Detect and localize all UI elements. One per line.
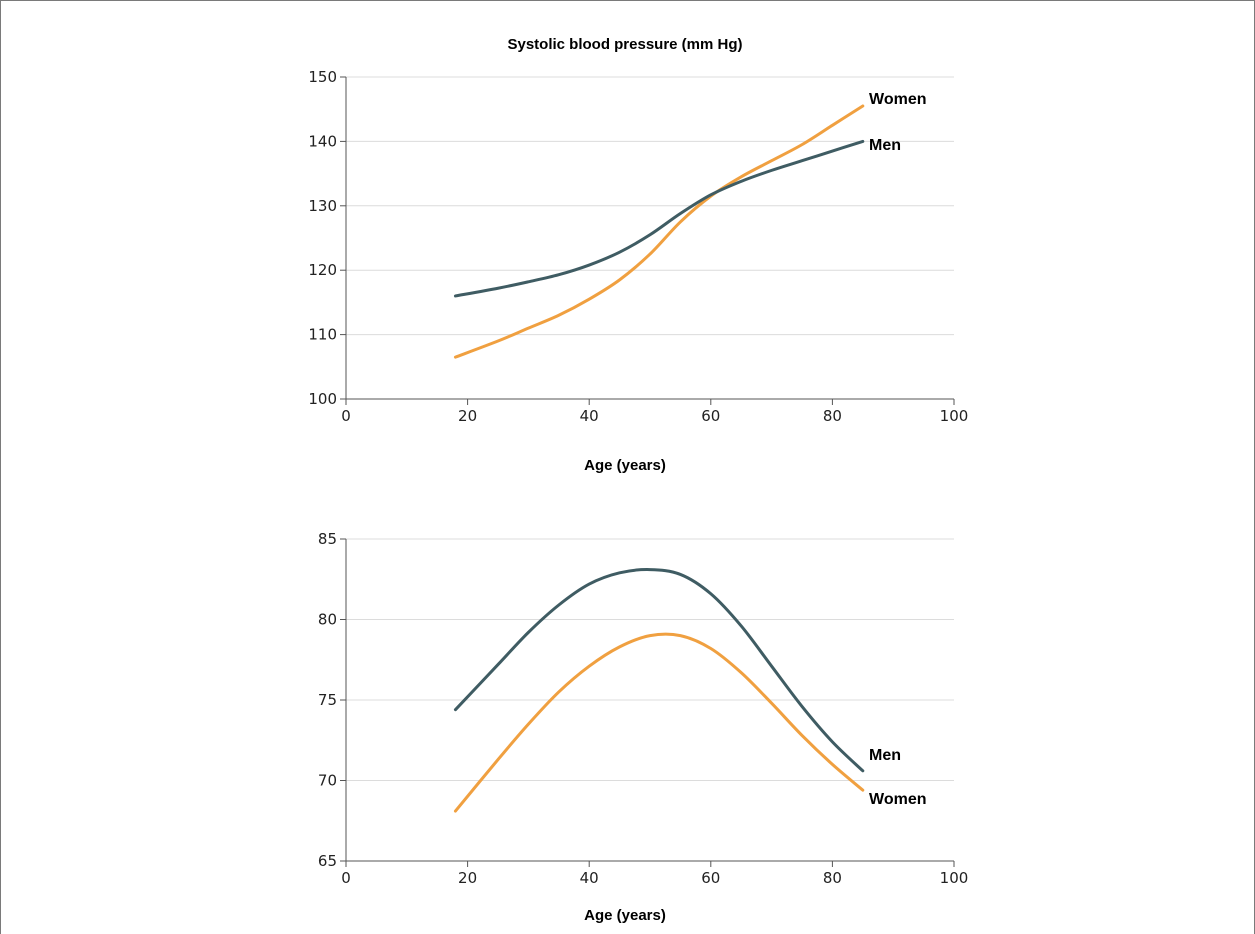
x-tick-label: 0: [341, 869, 351, 887]
y-tick-label: 140: [308, 132, 337, 150]
series-label-women: Women: [869, 791, 926, 808]
y-tick-label: 100: [308, 390, 337, 408]
x-tick-label: 100: [940, 407, 969, 425]
x-tick-label: 0: [341, 407, 351, 425]
y-tick-label: 130: [308, 197, 337, 215]
x-tick-label: 40: [580, 869, 599, 887]
series-label-men: Men: [869, 137, 901, 154]
x-tick-label: 80: [823, 407, 842, 425]
series-label-men: Men: [869, 747, 901, 764]
y-tick-label: 80: [318, 611, 337, 629]
chart-panel-2: 65 70 75 80 85 0 20 40 60 80 100 Age (years) Men Wome…: [318, 530, 968, 924]
y-tick-label: 75: [318, 691, 337, 709]
x-tick-label: 80: [823, 869, 842, 887]
x-tick-label: 20: [458, 407, 477, 425]
chart-panel-1: 100 110 120 130 140 150 0 20 40 60 80 100 Systolic b…: [308, 36, 968, 474]
series-line-men: [453, 139, 865, 298]
x-tick-label: 20: [458, 869, 477, 887]
y-tick-label: 65: [318, 852, 337, 870]
chart-title: Systolic blood pressure (mm Hg): [507, 36, 742, 53]
x-tick-label: 60: [701, 869, 720, 887]
y-tick-label: 85: [318, 530, 337, 548]
x-axis-title: Age (years): [584, 457, 666, 474]
series-line-women: [453, 632, 865, 813]
y-tick-label: 110: [308, 326, 337, 344]
x-tick-label: 100: [940, 869, 969, 887]
y-tick-label: 150: [308, 68, 337, 86]
series-label-women: Women: [869, 91, 926, 108]
x-axis-title: Age (years): [584, 907, 666, 924]
y-tick-label: 120: [308, 261, 337, 279]
x-tick-label: 60: [701, 407, 720, 425]
x-tick-label: 40: [580, 407, 599, 425]
series-line-men: [453, 568, 865, 773]
series-line-women: [453, 104, 865, 359]
y-tick-label: 70: [318, 772, 337, 790]
